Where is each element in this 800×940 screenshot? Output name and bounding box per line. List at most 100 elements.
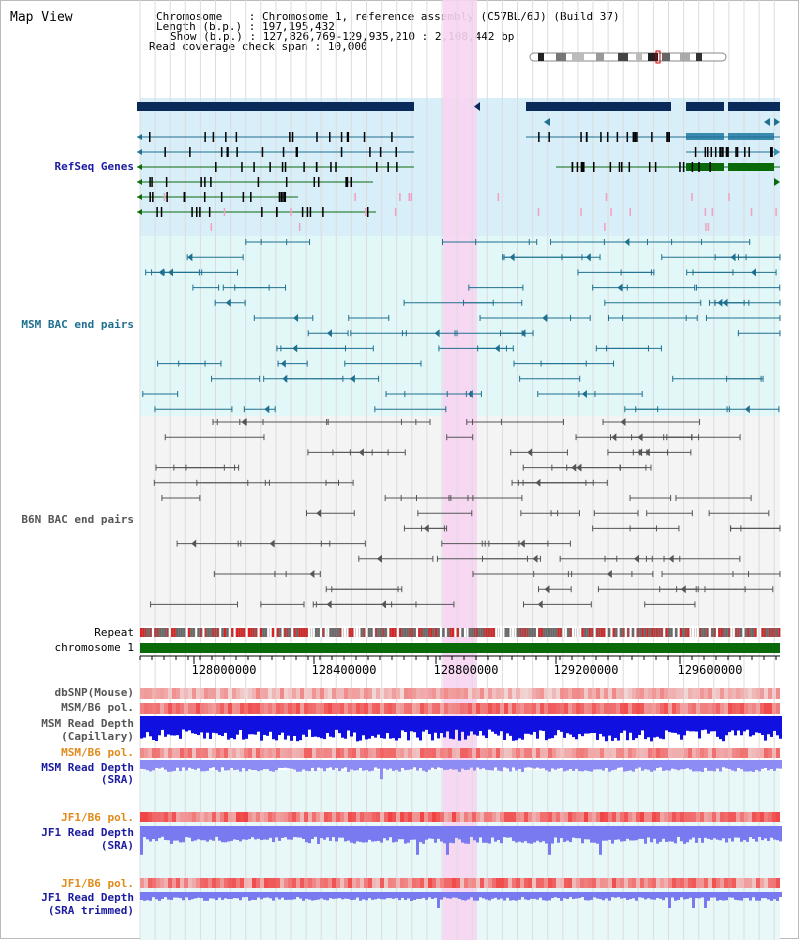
depth-bar <box>566 826 569 841</box>
bac-end-arrow <box>744 405 750 414</box>
exon-mark <box>771 147 773 157</box>
depth-bar <box>440 760 443 769</box>
bac-end-arrow <box>191 539 197 548</box>
heat-cell <box>284 688 288 699</box>
depth-bar <box>209 826 212 840</box>
track-label-msm-bac[interactable]: MSM BAC end pairs <box>21 318 134 331</box>
heat-cell <box>424 688 428 699</box>
depth-bar <box>614 760 617 770</box>
depth-bar <box>506 892 509 898</box>
track-label-jf1-b6-pol-1[interactable]: JF1/B6 pol. <box>61 811 134 824</box>
depth-bar <box>347 760 350 772</box>
bac-end-arrow <box>680 585 686 594</box>
depth-bar <box>386 760 389 770</box>
heat-cell <box>160 688 164 699</box>
heat-cell <box>332 688 336 699</box>
depth-bar <box>584 716 587 734</box>
heat-cell <box>732 688 736 699</box>
heat-cell <box>484 748 488 758</box>
track-label-refseq[interactable]: RefSeq Genes <box>54 160 134 173</box>
exon-mark <box>241 162 243 172</box>
track-label-msm-b6-pol-1[interactable]: MSM/B6 pol. <box>61 701 134 714</box>
heat-cell <box>680 748 684 758</box>
depth-bar <box>707 716 710 734</box>
heat-cell <box>176 878 180 888</box>
depth-bar <box>509 716 512 736</box>
depth-bar <box>518 760 521 770</box>
depth-bar <box>416 826 419 855</box>
heat-cell <box>756 748 760 758</box>
heat-cell <box>596 748 600 758</box>
heat-cell <box>372 878 376 888</box>
track-label-jf1-depth-trim-1[interactable]: JF1 Read Depth <box>41 891 134 904</box>
track-label-b6n-bac[interactable]: B6N BAC end pairs <box>21 513 134 526</box>
depth-bar <box>392 892 395 899</box>
depth-bar <box>752 760 755 772</box>
heat-cell <box>276 748 280 758</box>
depth-bar <box>221 760 224 768</box>
depth-bar <box>614 826 617 840</box>
repeat-mark <box>171 628 174 637</box>
depth-bar <box>638 826 641 839</box>
heat-cell <box>324 878 328 888</box>
depth-bar <box>704 826 707 838</box>
depth-bar <box>620 760 623 768</box>
depth-bar <box>383 716 386 739</box>
track-label-msm-depth-cap-1[interactable]: MSM Read Depth <box>41 717 134 730</box>
heat-cell <box>184 748 188 758</box>
depth-bar <box>545 716 548 741</box>
heat-cell <box>308 703 312 714</box>
variant-tick <box>691 193 693 201</box>
exon-mark <box>363 132 366 142</box>
heat-cell <box>456 812 460 822</box>
heat-cell <box>572 703 576 714</box>
track-label-repeat[interactable]: Repeat <box>94 626 134 639</box>
heat-cell <box>152 688 156 699</box>
track-label-jf1-depth-sra-1[interactable]: JF1 Read Depth <box>41 826 134 839</box>
exon-mark <box>151 177 153 187</box>
heat-cell <box>412 688 416 699</box>
depth-bar <box>476 892 479 901</box>
depth-bar <box>428 760 431 770</box>
repeat-mark <box>665 628 668 637</box>
heat-cell <box>380 748 384 758</box>
depth-bar <box>293 760 296 770</box>
bac-end-arrow <box>264 405 270 414</box>
heat-cell <box>356 688 360 699</box>
repeat-mark <box>185 628 188 637</box>
repeat-mark <box>713 628 716 637</box>
transcript-arrow <box>774 148 780 156</box>
track-label-chromosome[interactable]: chromosome 1 <box>54 641 134 654</box>
track-label-jf1-b6-pol-2[interactable]: JF1/B6 pol. <box>61 877 134 890</box>
heat-cell <box>404 878 408 888</box>
bac-end-arrow <box>309 570 315 578</box>
depth-bar <box>764 826 767 839</box>
heat-cell <box>516 878 520 888</box>
heat-cell <box>212 748 216 758</box>
bac-end-arrow <box>571 463 577 472</box>
repeat-mark <box>572 628 574 637</box>
depth-bar <box>572 760 575 772</box>
heat-cell <box>712 878 716 888</box>
depth-bar <box>605 760 608 769</box>
repeat-mark <box>245 628 248 637</box>
track-label-dbsnp[interactable]: dbSNP(Mouse) <box>54 686 134 699</box>
repeat-mark <box>262 628 265 637</box>
track-label-msm-b6-pol-2[interactable]: MSM/B6 pol. <box>61 746 134 759</box>
heat-cell <box>628 703 632 714</box>
depth-bar <box>752 826 755 839</box>
depth-bar <box>296 716 299 742</box>
repeat-mark <box>512 628 514 637</box>
track-label-msm-depth-sra-1[interactable]: MSM Read Depth <box>41 761 134 774</box>
repeat-mark <box>528 628 531 637</box>
heat-cell <box>680 812 684 822</box>
heat-cell <box>672 703 676 714</box>
heat-cell <box>756 703 760 714</box>
heat-cell <box>680 703 684 714</box>
heat-cell <box>316 688 320 699</box>
depth-bar <box>575 892 578 899</box>
heat-cell <box>440 878 444 888</box>
heat-cell <box>140 812 144 822</box>
depth-bar <box>251 826 254 838</box>
